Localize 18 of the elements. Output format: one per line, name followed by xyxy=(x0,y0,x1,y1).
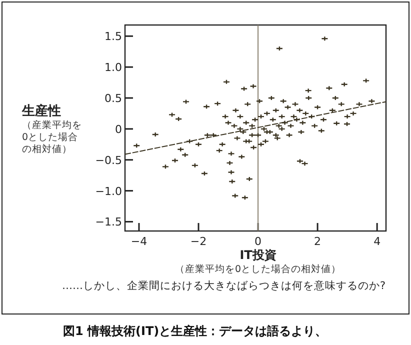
y-tick-label: −1.0 xyxy=(95,184,122,198)
x-tick-label: 4 xyxy=(374,235,381,248)
y-tick-label: 1.5 xyxy=(104,30,122,44)
y-axis-title: 生産性 xyxy=(21,103,61,119)
y-tick-label: 0 xyxy=(115,122,122,136)
x-tick-label: −4 xyxy=(130,235,148,248)
text: （産業平均を0とした場合の相対値） xyxy=(175,263,342,275)
ylabel-note: （産業平均を0とした場合の相対値） xyxy=(22,120,83,156)
y-tick-label: −1.5 xyxy=(95,216,122,229)
x-axis-title: IT投資 xyxy=(240,248,276,262)
y-tick-label: 1.0 xyxy=(104,61,122,74)
text: 図1 情報技術(IT)と生産性：データは語るより、 xyxy=(63,324,328,338)
text: ……しかし、企業間における大きなばらつきは何を意味するのか? xyxy=(62,279,386,292)
y-tick-label: 0.5 xyxy=(104,92,122,105)
x-tick-label: 2 xyxy=(314,235,322,248)
x-tick-label: −2 xyxy=(190,235,207,248)
x-tick-label: 0 xyxy=(254,235,262,248)
y-tick-label: −0.5 xyxy=(95,154,122,167)
